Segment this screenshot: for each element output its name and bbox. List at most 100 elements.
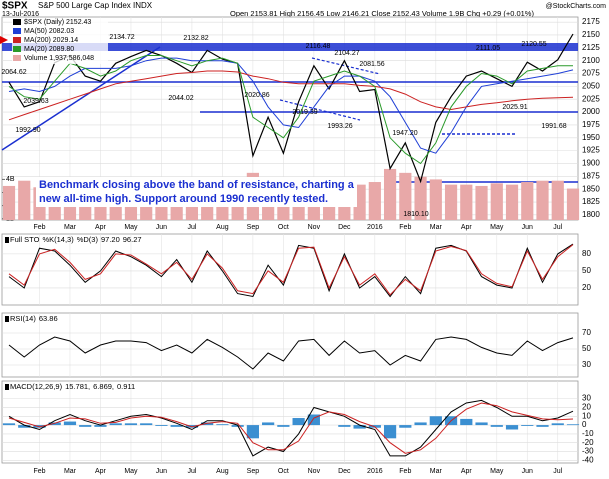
volume-bar	[414, 176, 427, 220]
panel	[1, 312, 579, 378]
annotation: 2134.72	[109, 34, 134, 41]
annotation: 2025.91	[502, 104, 527, 111]
y-tick-label: 1850	[582, 184, 600, 193]
y-tick-label: 2150	[582, 30, 600, 39]
histogram-bar	[566, 424, 580, 426]
volume-bar	[18, 180, 31, 220]
x-tick-label: Feb	[399, 224, 411, 231]
y-tick-label: 2025	[582, 94, 600, 103]
x-tick-label: May	[124, 468, 138, 475]
legend-box	[12, 18, 108, 64]
legend-swatch	[13, 55, 21, 61]
series-line	[8, 399, 574, 457]
histogram-bar	[429, 416, 442, 426]
x-tick-label: Mar	[64, 468, 77, 475]
histogram-bar	[79, 425, 92, 427]
panel-title: MACD(12,26,9)	[10, 382, 63, 391]
volume-bar	[368, 182, 381, 220]
index-name: S&P 500 Large Cap Index INDX	[38, 1, 153, 10]
volume-bar	[566, 188, 580, 220]
annotation: 1991.68	[541, 123, 566, 130]
histogram-bar	[94, 425, 107, 427]
x-tick-label: Mar	[430, 468, 443, 475]
x-tick-label: May	[490, 468, 504, 475]
legend-swatch	[5, 316, 9, 322]
x-tick-label: Oct	[278, 224, 289, 231]
x-tick-label: Dec	[338, 224, 351, 231]
x-tick-label: Jul	[553, 224, 562, 231]
panel-title: RSI(14)	[10, 314, 36, 323]
histogram-bar	[63, 421, 77, 426]
y-tick-label: -20	[582, 438, 594, 447]
y-tick-label: -30	[582, 447, 594, 456]
x-tick-label: Mar	[64, 224, 77, 231]
x-tick-label: Jun	[522, 468, 533, 475]
y-tick-label: 50	[582, 344, 591, 353]
trend-line	[311, 57, 381, 75]
volume-bar	[521, 182, 534, 220]
histogram-bar	[246, 425, 259, 439]
annotation: 2120.55	[521, 41, 546, 48]
x-tick-label: May	[124, 224, 138, 231]
panel-title: Full STO	[10, 235, 40, 244]
x-tick-label: Aug	[216, 468, 229, 475]
y-tick-label: -40	[582, 455, 594, 464]
histogram-bar	[460, 418, 473, 426]
legend-value: 6.869,	[93, 382, 114, 391]
x-tick-label: Mar	[430, 224, 443, 231]
series-line	[8, 244, 574, 296]
annotation: 2019.39	[292, 109, 317, 116]
legend-swatch	[13, 28, 21, 34]
legend-value: 96.27	[123, 235, 142, 244]
trend-line	[1, 46, 161, 151]
y-tick-label: 30	[582, 360, 591, 369]
annotation: 2111.05	[476, 45, 500, 52]
trend-line	[279, 99, 361, 121]
x-tick-label: Feb	[33, 224, 45, 231]
y-tick-label: 1825	[582, 197, 600, 206]
annotation: 2064.62	[1, 69, 26, 76]
legend-swatch	[13, 19, 21, 25]
x-tick-label: Feb	[399, 468, 411, 475]
quote: Open 2153.81 High 2156.45 Low 2146.21 Cl…	[230, 9, 534, 18]
x-tick-label: May	[490, 224, 504, 231]
histogram-bar	[2, 423, 16, 426]
y-tick-label: 1925	[582, 146, 600, 155]
y-tick-label: 1900	[582, 159, 600, 168]
x-tick-label: Apr	[95, 468, 107, 475]
histogram-bar	[124, 423, 138, 426]
y-tick-label: 1975	[582, 120, 600, 129]
volume-bar	[383, 168, 397, 220]
annotation: 2081.56	[359, 61, 384, 68]
legend-swatch	[13, 46, 21, 52]
series-line	[8, 70, 574, 121]
y-tick-label: 70	[582, 328, 591, 337]
x-tick-label: Jul	[553, 468, 562, 475]
histogram-bar	[536, 425, 549, 427]
annotation: 1992.90	[15, 127, 40, 134]
y-tick-label: 80	[582, 249, 591, 258]
histogram-bar	[338, 425, 351, 427]
annotation: 2104.27	[334, 50, 359, 57]
x-tick-label: Sep	[247, 468, 260, 475]
y-tick-label: 30	[582, 394, 591, 403]
histogram-bar	[383, 425, 397, 439]
legend-label: MA(50) 2082.03	[24, 28, 74, 35]
histogram-bar	[521, 425, 534, 426]
annotation: 2044.02	[168, 95, 193, 102]
histogram-bar	[277, 425, 290, 427]
x-tick-label: Feb	[33, 468, 45, 475]
histogram-bar	[307, 414, 320, 426]
annotation: 1993.26	[327, 123, 352, 130]
x-tick-label: Dec	[338, 468, 351, 475]
histogram-bar	[353, 425, 366, 429]
note-line: new all-time high. Support around 1990 r…	[39, 193, 329, 205]
histogram-bar	[109, 423, 122, 426]
x-tick-label: Jun	[156, 224, 167, 231]
y-tick-label: 1875	[582, 171, 600, 180]
x-tick-label: 2016	[367, 224, 383, 231]
x-tick-label: Nov	[308, 224, 321, 231]
volume-bar	[490, 183, 503, 220]
x-tick-label: Jul	[187, 468, 196, 475]
